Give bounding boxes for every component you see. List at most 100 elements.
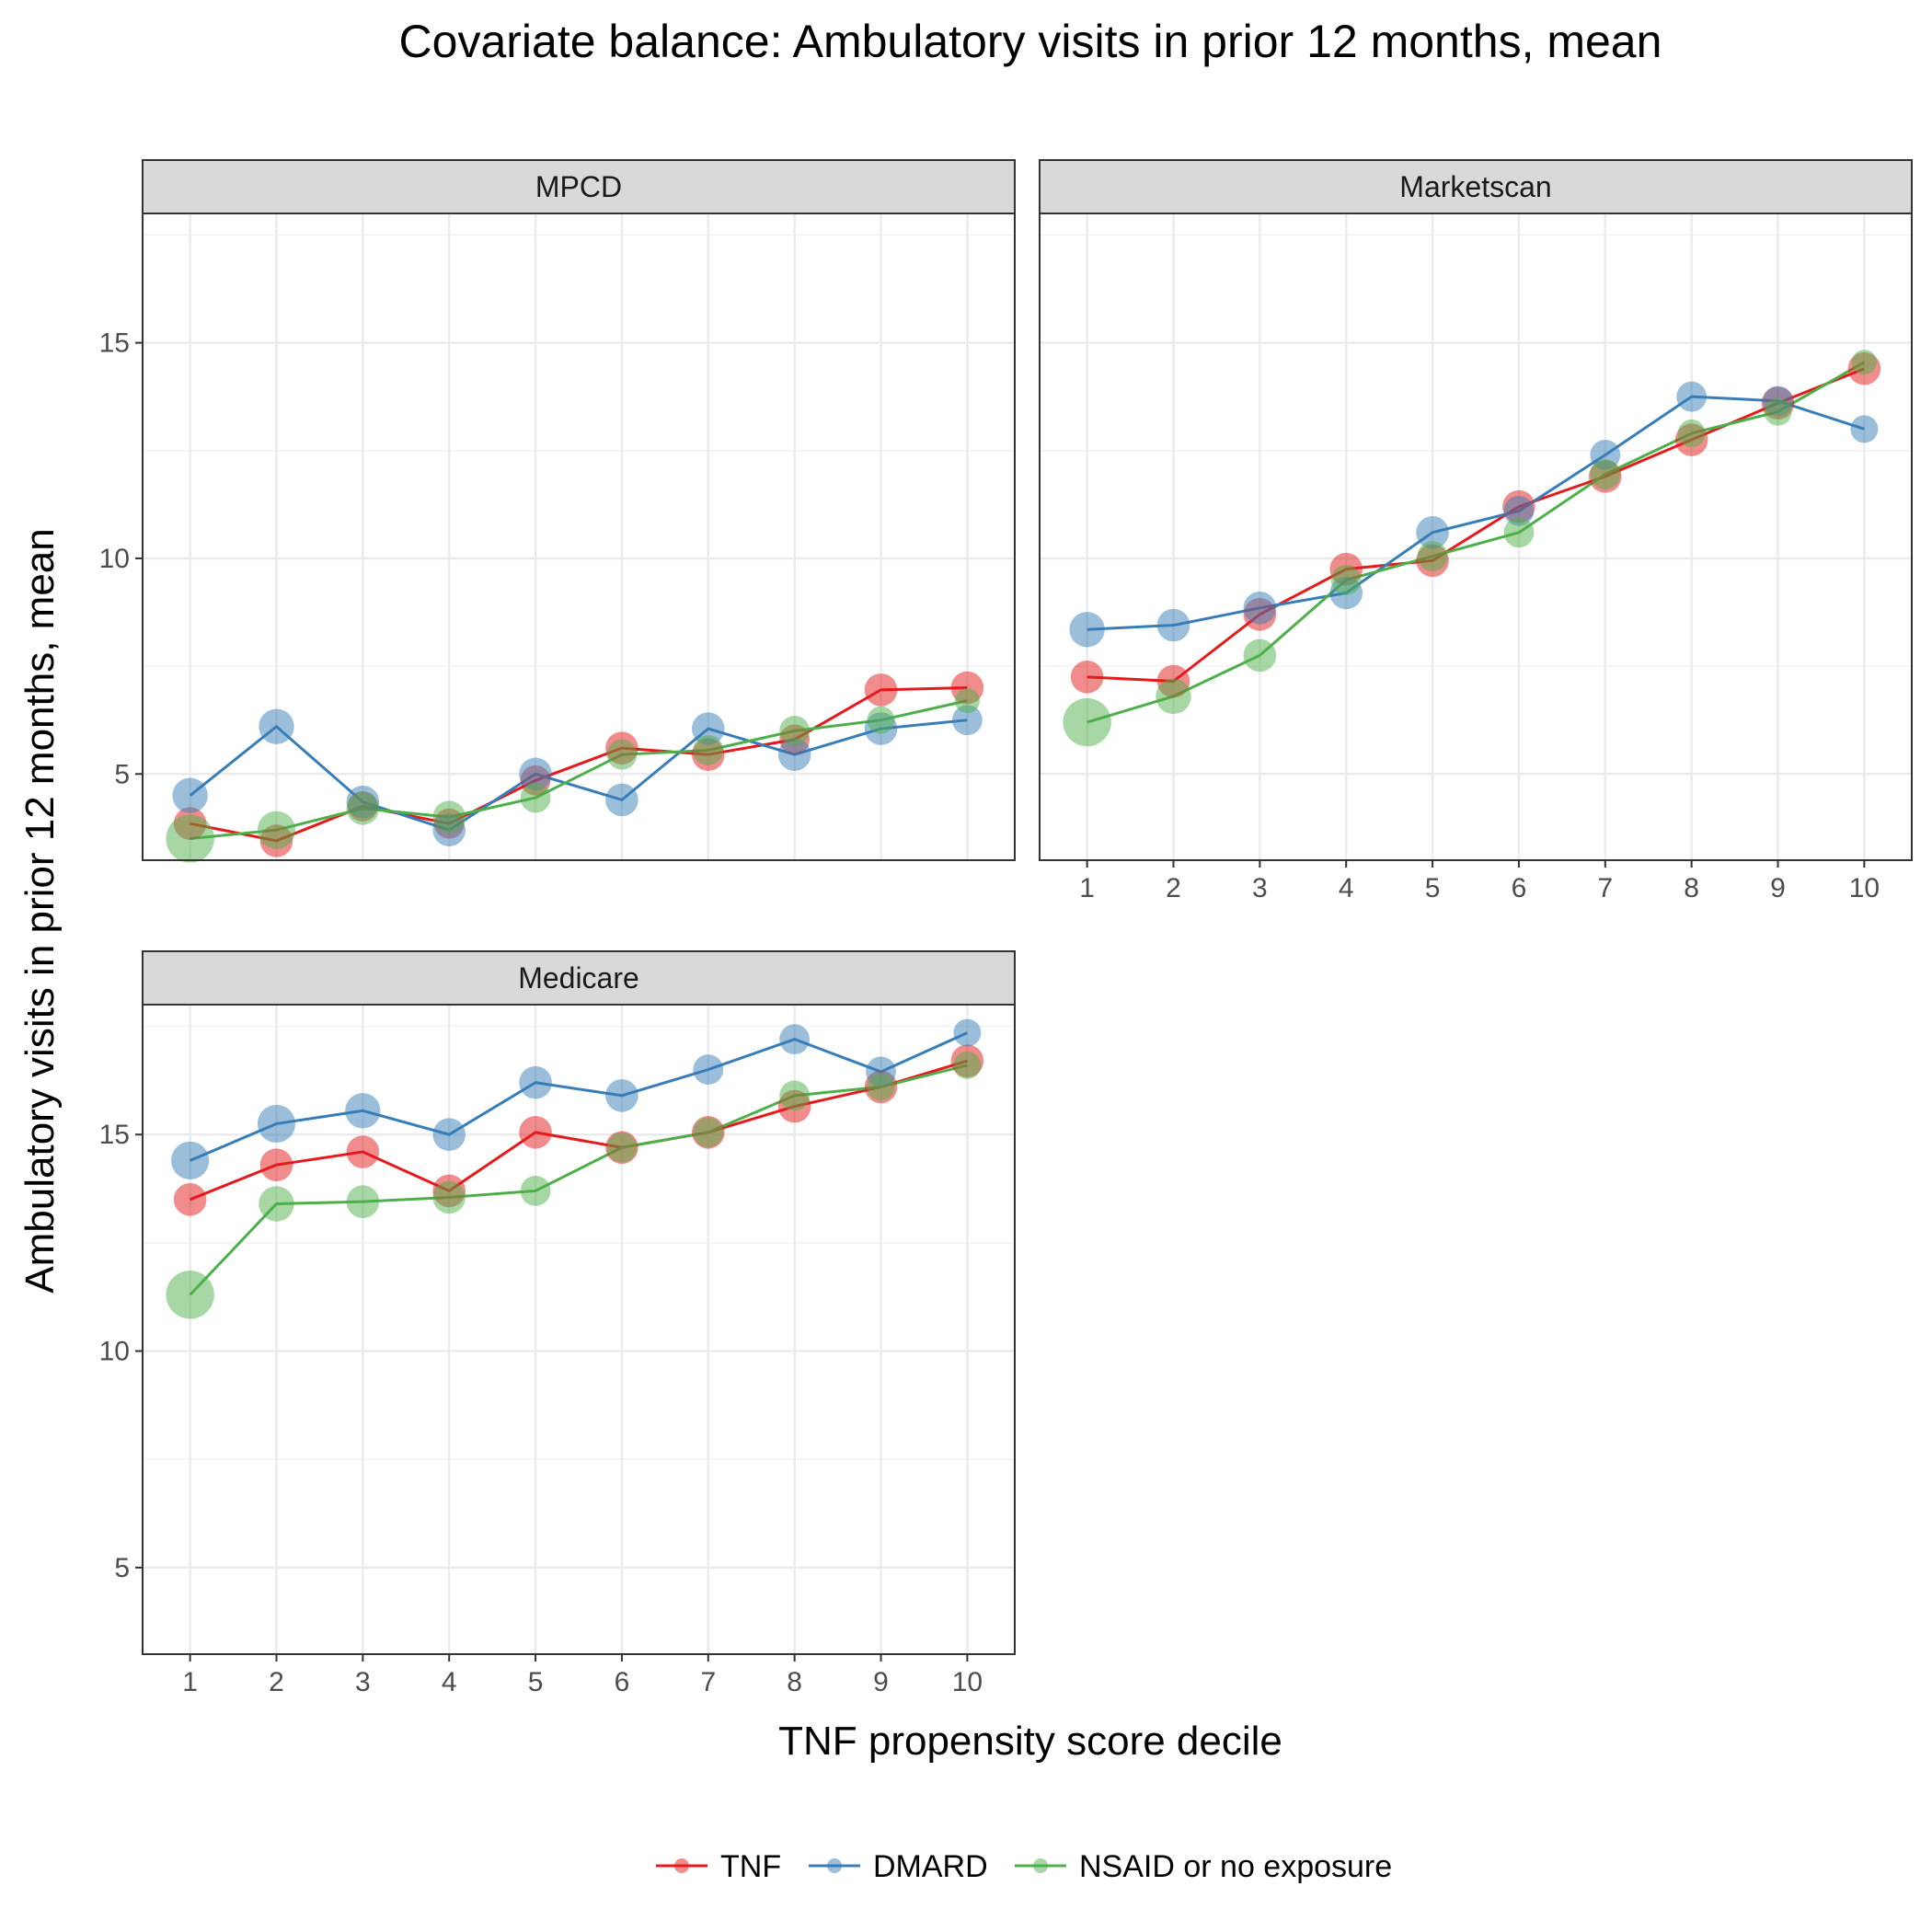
data-point-nsaid-or-no-exposure [606,739,638,770]
legend-key-point [827,1858,842,1873]
data-point-dmard [691,712,725,745]
plot-area-mpcd [143,213,1015,860]
panel-border-marketscan [1039,213,1913,861]
data-point-dmard [1069,612,1105,648]
data-point-dmard [779,1024,811,1055]
y-tick-label: 15 [99,328,130,359]
legend-item-tnf: TNF [656,1849,781,1884]
data-point-dmard [1503,495,1535,526]
legend-key-point [1033,1858,1048,1873]
data-point-nsaid-or-no-exposure [259,1186,294,1222]
legend-label: TNF [720,1849,781,1884]
data-point-nsaid-or-no-exposure [693,735,724,765]
data-point-dmard [259,708,294,744]
legend-label: DMARD [873,1849,988,1884]
data-point-nsaid-or-no-exposure [1417,541,1448,571]
panel-title-marketscan: Marketscan [1399,170,1551,203]
data-point-dmard [1676,381,1708,412]
data-point-nsaid-or-no-exposure [346,1185,380,1218]
legend-item-dmard: DMARD [809,1849,988,1884]
x-tick-label: 6 [1512,873,1527,903]
data-point-nsaid-or-no-exposure [1156,678,1191,715]
x-tick-label: 3 [355,1667,371,1697]
x-tick-label: 6 [615,1667,630,1697]
x-tick-label: 1 [182,1667,198,1697]
data-point-nsaid-or-no-exposure [693,1117,724,1148]
panel-strip-medicare [142,950,1016,1006]
data-point-tnf [519,1116,552,1149]
panel-strip-marketscan [1039,159,1913,214]
panel-medicare: Medicare 5 10 15 1 2 3 4 5 6 7 8 9 10 [99,950,1016,1697]
x-tick-label: 4 [1339,873,1354,903]
data-point-tnf [346,1135,380,1168]
legend-label: NSAID or no exposure [1079,1849,1392,1884]
data-point-nsaid-or-no-exposure [1063,697,1111,747]
data-point-tnf [1070,661,1104,694]
data-point-nsaid-or-no-exposure [1677,420,1706,448]
data-point-nsaid-or-no-exposure [1764,397,1792,426]
x-tick-label: 2 [269,1667,284,1697]
data-point-nsaid-or-no-exposure [867,1073,895,1101]
y-tick-label: 10 [99,1337,130,1367]
data-point-nsaid-or-no-exposure [432,800,466,834]
x-tick-label: 7 [700,1667,716,1697]
data-point-dmard [519,757,552,791]
x-tick-label: 7 [1597,873,1613,903]
data-point-dmard [257,1104,296,1144]
data-point-nsaid-or-no-exposure [257,811,296,849]
panel-marketscan: Marketscan 1 2 3 4 5 6 7 8 9 10 [1039,159,1913,903]
panel-mpcd: MPCD 5 10 15 [99,159,1016,863]
panels-layer: MPCD 5 10 15 Marketscan 1 2 3 4 5 6 7 8 9 10 Medicare 5 1… [99,159,1913,1697]
legend: TNF DMARD NSAID or no exposure [656,1849,1392,1884]
data-point-nsaid-or-no-exposure [1503,517,1535,548]
panel-title-mpcd: MPCD [535,170,622,203]
x-tick-label: 10 [1849,873,1880,903]
x-tick-label: 5 [1425,873,1441,903]
series-line-nsaid-or-no-exposure [189,1064,968,1296]
data-point-dmard [1850,415,1879,443]
x-axis-title: TNF propensity score decile [778,1719,1282,1764]
data-point-dmard [1156,608,1190,642]
panel-title-medicare: Medicare [518,961,639,995]
data-point-nsaid-or-no-exposure [606,1132,638,1163]
y-tick-label: 5 [114,1553,130,1583]
series-line-tnf [190,1059,968,1202]
x-tick-label: 1 [1079,873,1095,903]
series-line-tnf [190,686,968,843]
series-line-dmard [1087,395,1865,631]
y-tick-label: 10 [99,544,130,574]
data-point-dmard [693,1054,724,1085]
data-point-dmard [605,783,638,817]
data-point-dmard [172,777,208,813]
data-point-nsaid-or-no-exposure [779,716,811,746]
data-point-nsaid-or-no-exposure [346,791,380,825]
y-tick-label: 15 [99,1120,130,1150]
data-point-tnf [259,1148,293,1181]
legend-key-point [674,1858,689,1873]
series-line-dmard [190,1031,968,1162]
data-point-tnf [864,673,898,707]
series-line-nsaid-or-no-exposure [190,699,968,841]
chart-title: Covariate balance: Ambulatory visits in … [399,16,1662,67]
data-point-nsaid-or-no-exposure [867,706,895,734]
x-tick-label: 9 [873,1667,889,1697]
plot-area-marketscan [1040,213,1912,860]
data-point-nsaid-or-no-exposure [1590,459,1621,489]
data-point-dmard [432,1118,466,1151]
data-point-nsaid-or-no-exposure [166,1271,214,1319]
data-point-nsaid-or-no-exposure [1330,564,1362,595]
data-point-nsaid-or-no-exposure [520,1175,551,1206]
data-point-nsaid-or-no-exposure [432,1180,466,1214]
data-point-tnf [173,1183,207,1216]
data-point-nsaid-or-no-exposure [166,814,214,863]
data-point-dmard [1243,592,1277,625]
series-line-nsaid-or-no-exposure [1087,361,1866,724]
data-point-nsaid-or-no-exposure [954,687,980,714]
y-axis-title: Ambulatory visits in prior 12 months, me… [17,528,63,1293]
y-tick-label: 5 [114,759,130,789]
x-tick-label: 2 [1166,873,1181,903]
data-point-nsaid-or-no-exposure [520,782,551,813]
x-tick-label: 8 [787,1667,802,1697]
data-point-nsaid-or-no-exposure [1851,350,1877,375]
